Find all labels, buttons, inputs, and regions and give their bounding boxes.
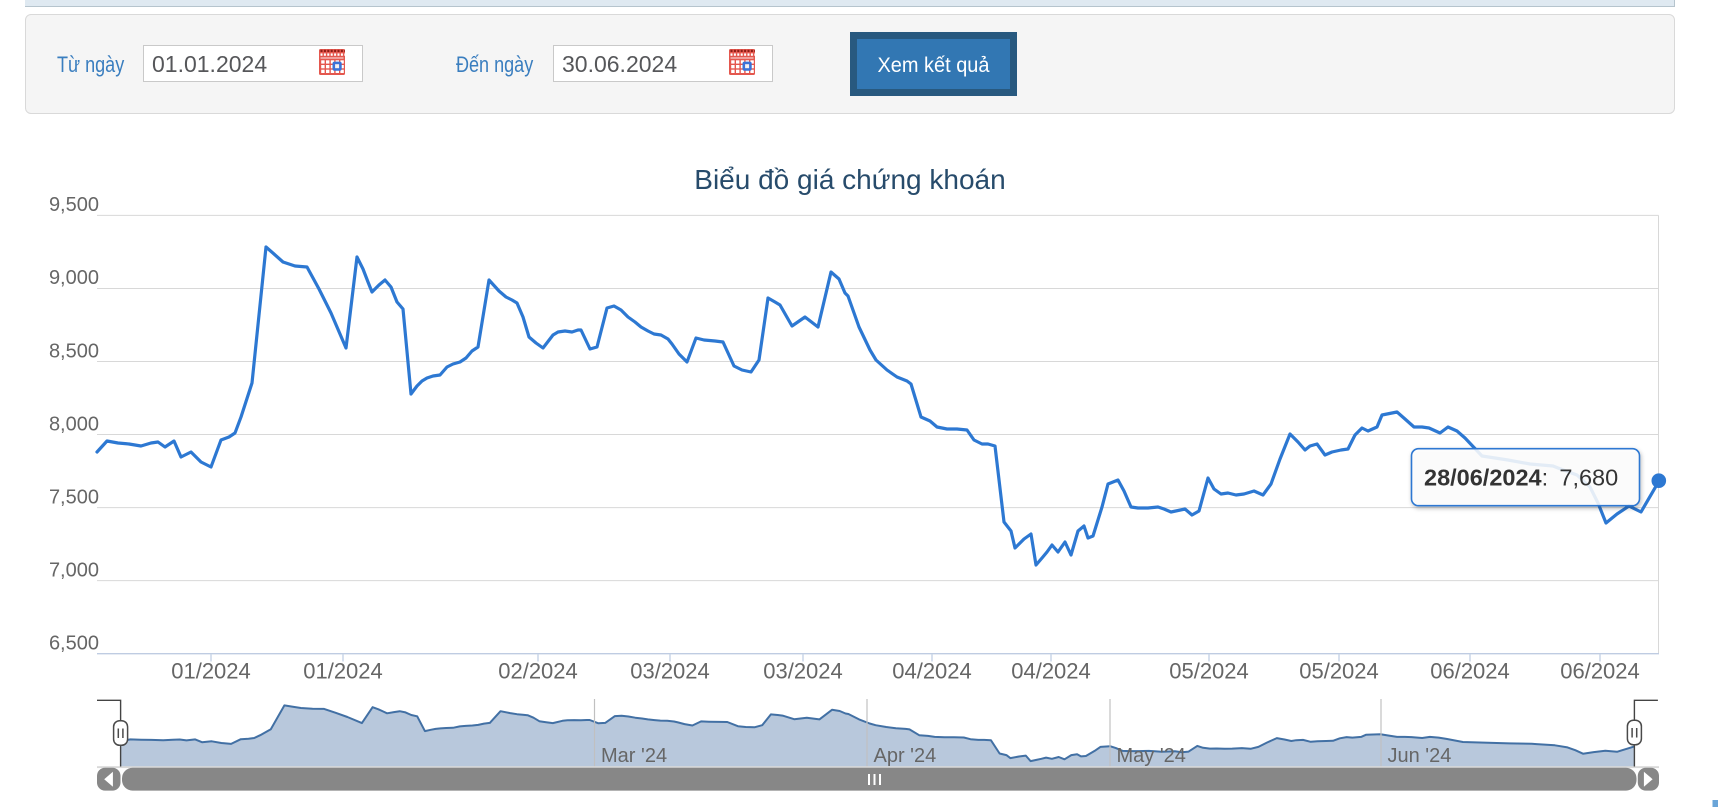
svg-text:06/2024: 06/2024	[1430, 659, 1510, 684]
svg-text:03/2024: 03/2024	[763, 659, 843, 684]
svg-text:8,000: 8,000	[49, 413, 99, 435]
svg-text:04/2024: 04/2024	[892, 659, 972, 684]
svg-text:04/2024: 04/2024	[1011, 659, 1091, 684]
svg-text:01/2024: 01/2024	[171, 659, 251, 684]
svg-text:06/2024: 06/2024	[1560, 659, 1640, 684]
svg-text:8,500: 8,500	[49, 340, 99, 362]
svg-text:6,500: 6,500	[49, 633, 99, 655]
svg-text:7,000: 7,000	[49, 559, 99, 581]
svg-text:01/2024: 01/2024	[303, 659, 383, 684]
svg-text:03/2024: 03/2024	[630, 659, 710, 684]
svg-text:Apr '24: Apr '24	[874, 745, 937, 767]
svg-text:Biểu đồ giá chứng khoán: Biểu đồ giá chứng khoán	[694, 164, 1005, 195]
svg-text:28/06/2024: 7,680: 28/06/2024: 7,680	[1424, 465, 1618, 491]
svg-text:7,500: 7,500	[49, 486, 99, 508]
svg-text:Jun '24: Jun '24	[1388, 745, 1452, 767]
svg-text:05/2024: 05/2024	[1169, 659, 1249, 684]
svg-text:9,000: 9,000	[49, 267, 99, 289]
svg-text:May '24: May '24	[1117, 745, 1186, 767]
svg-text:05/2024: 05/2024	[1299, 659, 1379, 684]
svg-text:9,500: 9,500	[49, 194, 99, 216]
svg-text:Mar '24: Mar '24	[601, 745, 667, 767]
svg-text:02/2024: 02/2024	[498, 659, 578, 684]
